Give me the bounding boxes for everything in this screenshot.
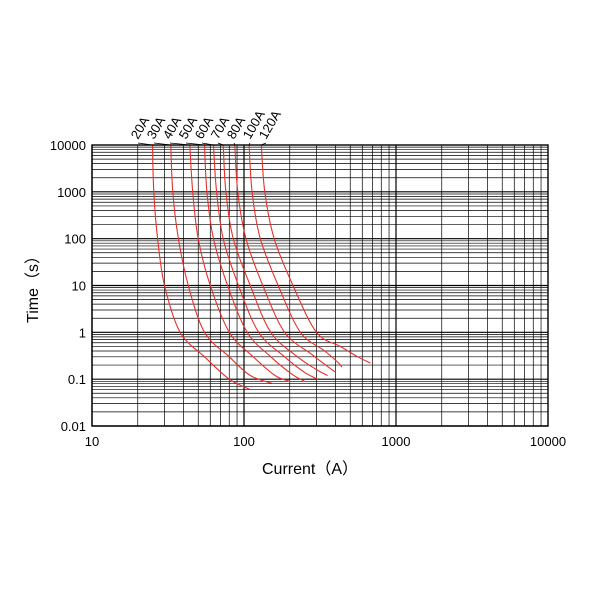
time-current-curves [151,144,371,391]
x-tick-label: 100 [233,434,255,449]
y-tick-label: 10 [72,279,86,294]
curve-70a [222,144,328,376]
x-tick-label: 10 [85,434,99,449]
y-tick-label: 0.01 [61,419,86,434]
y-tick-label: 100 [64,232,86,247]
curve-60a [212,144,318,380]
y-tick-label: 1000 [57,185,86,200]
x-tick-label: 10000 [530,434,566,449]
curve-20a [151,144,251,391]
curve-120a [260,144,371,364]
curve-100a [248,144,343,368]
plot-frame [91,144,549,427]
x-axis-label: Current（A） [262,460,358,478]
y-axis-label: Time（s） [24,248,42,323]
curve-50a [203,144,305,382]
grid [91,145,548,427]
curve-30a [170,144,274,385]
x-tick-label: 1000 [382,434,411,449]
curve-80a [234,144,336,373]
y-tick-label: 1 [79,325,86,340]
y-tick-label: 0.1 [68,372,86,387]
y-tick-labels: 10000 1000 100 10 1 0.1 0.01 [50,138,86,434]
x-tick-labels: 10 100 1000 10000 [85,434,566,449]
curve-40a [189,144,291,382]
y-tick-label: 10000 [50,138,86,153]
